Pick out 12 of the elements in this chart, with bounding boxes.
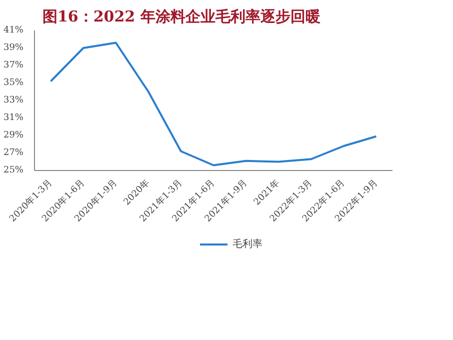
y-tick-label: 41% xyxy=(3,26,24,36)
y-tick-label: 33% xyxy=(3,96,24,106)
y-tick-label: 27% xyxy=(3,148,24,158)
legend-label: 毛利率 xyxy=(232,238,262,251)
y-tick-label: 39% xyxy=(3,43,24,53)
y-tick-label: 25% xyxy=(3,166,24,176)
y-tick-label: 35% xyxy=(3,78,24,88)
y-tick-label: 29% xyxy=(3,130,24,140)
y-tick-label: 37% xyxy=(3,60,24,70)
y-tick-label: 31% xyxy=(3,113,24,123)
line-series xyxy=(50,42,378,166)
chart-title: 图16：2022 年涂料企业毛利率逐步回暖 xyxy=(42,8,320,26)
